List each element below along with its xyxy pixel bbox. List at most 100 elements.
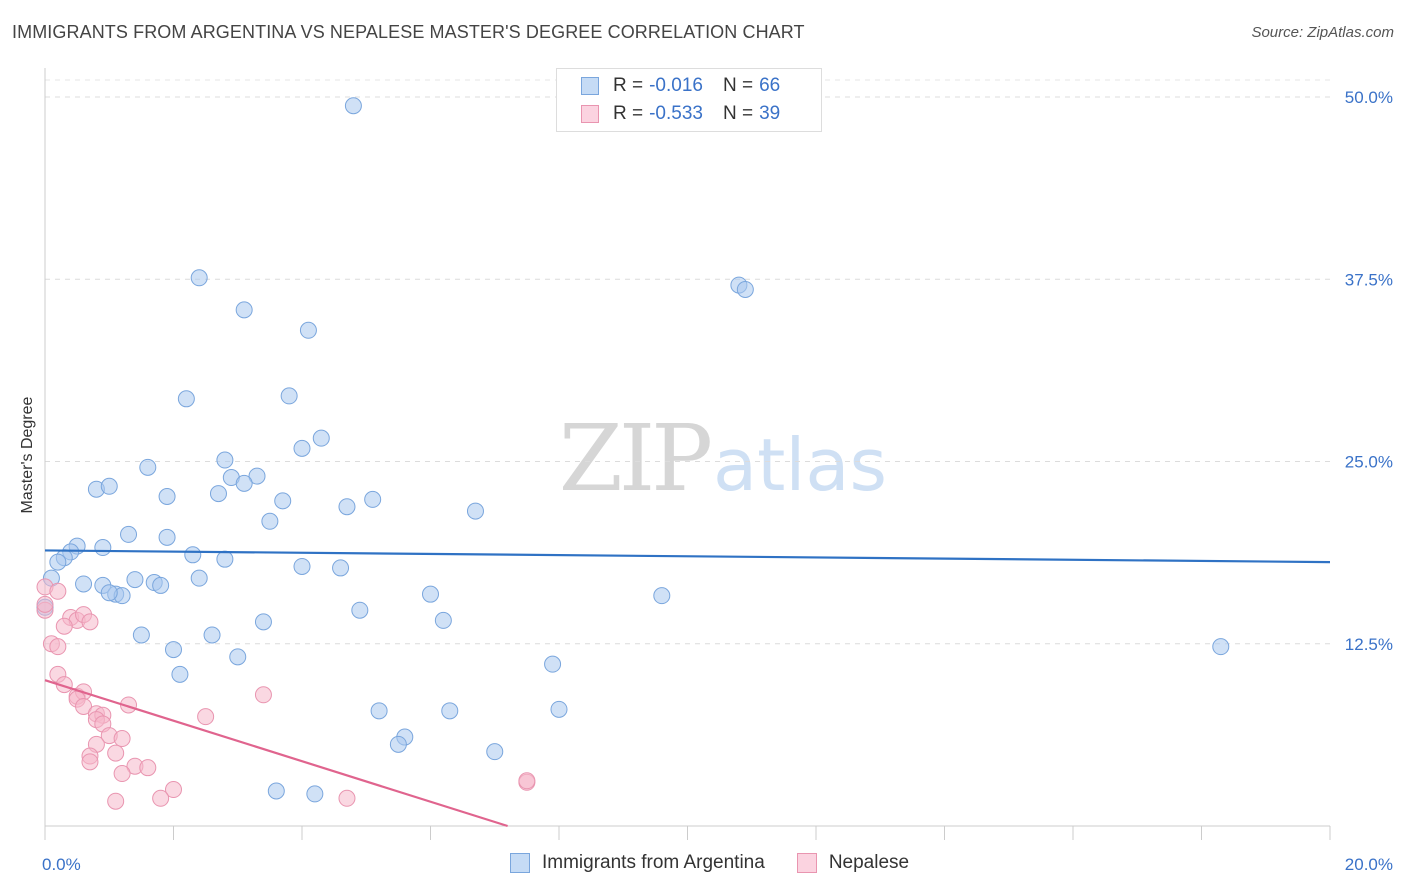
point-argentina xyxy=(49,553,67,571)
point-argentina xyxy=(190,269,208,287)
y-tick-label: 37.5% xyxy=(1345,270,1393,289)
point-argentina xyxy=(152,576,170,594)
stats-legend: R = -0.016 N = 66 R = -0.533 N = 39 xyxy=(556,68,822,132)
legend-label: Nepalese xyxy=(828,852,910,873)
point-argentina xyxy=(370,702,388,720)
r-value: -0.533 xyxy=(649,103,703,124)
stats-row-nepalese: R = -0.533 N = 39 xyxy=(581,101,780,127)
point-nepalese xyxy=(113,765,131,783)
point-nepalese xyxy=(75,697,93,715)
series-legend: Immigrants from Argentina Nepalese xyxy=(510,852,941,874)
point-argentina xyxy=(466,502,484,520)
y-tick-label: 12.5% xyxy=(1345,635,1393,654)
point-argentina xyxy=(422,585,439,603)
r-value: -0.016 xyxy=(649,75,703,96)
gridlines xyxy=(45,79,1330,645)
trend-line-argentina xyxy=(44,549,1331,564)
point-nepalese xyxy=(113,730,131,748)
point-argentina xyxy=(299,321,317,339)
y-tick-label: 25.0% xyxy=(1345,453,1393,472)
point-argentina xyxy=(120,525,138,543)
trend-lines xyxy=(44,549,1331,828)
point-argentina xyxy=(364,490,382,508)
point-argentina xyxy=(177,390,195,408)
point-nepalese xyxy=(139,759,157,777)
point-argentina xyxy=(216,451,234,469)
point-argentina xyxy=(132,626,150,644)
point-argentina xyxy=(293,439,311,457)
point-argentina xyxy=(293,557,311,575)
point-nepalese xyxy=(197,708,215,726)
nepalese-legend-swatch xyxy=(796,853,817,873)
point-argentina xyxy=(736,280,754,298)
point-argentina xyxy=(100,584,118,602)
n-label: N = xyxy=(722,103,754,124)
y-tick-label: 50.0% xyxy=(1345,88,1393,107)
legend-label: Immigrants from Argentina xyxy=(542,852,765,873)
point-argentina xyxy=(344,97,362,115)
point-argentina xyxy=(100,477,118,495)
r-label: R = xyxy=(613,103,644,124)
point-argentina xyxy=(653,587,671,605)
point-nepalese xyxy=(36,595,54,613)
trend-line-nepalese xyxy=(44,679,508,828)
point-nepalese xyxy=(338,789,356,807)
point-argentina xyxy=(306,785,324,803)
point-argentina xyxy=(165,641,182,659)
n-value: 39 xyxy=(759,103,781,124)
point-nepalese xyxy=(107,792,125,810)
source-label: Source: ZipAtlas.com xyxy=(1251,24,1394,41)
point-argentina xyxy=(338,498,356,516)
point-argentina xyxy=(229,648,247,666)
point-nepalese xyxy=(254,686,272,704)
watermark-atlas: atlas xyxy=(713,423,887,507)
y-axis-label: Master's Degree xyxy=(19,396,36,514)
point-nepalese xyxy=(49,582,67,600)
point-argentina xyxy=(486,743,504,761)
r-label: R = xyxy=(613,75,644,96)
x-tick-label: 0.0% xyxy=(42,855,81,874)
point-argentina xyxy=(274,492,292,510)
point-argentina xyxy=(441,702,459,720)
argentina-swatch xyxy=(581,77,599,95)
point-argentina xyxy=(94,539,112,557)
point-argentina xyxy=(544,655,562,673)
point-argentina xyxy=(203,626,221,644)
legend-item-nepalese[interactable]: Nepalese xyxy=(796,852,910,874)
point-argentina xyxy=(312,429,330,447)
point-argentina xyxy=(75,575,93,593)
chart-title: IMMIGRANTS FROM ARGENTINA VS NEPALESE MA… xyxy=(12,22,805,42)
legend-item-argentina[interactable]: Immigrants from Argentina xyxy=(510,852,765,874)
point-argentina xyxy=(267,782,285,800)
argentina-legend-swatch xyxy=(510,853,530,873)
point-nepalese xyxy=(49,638,67,656)
point-argentina xyxy=(126,571,144,589)
point-nepalese xyxy=(165,781,182,799)
point-argentina xyxy=(248,467,266,485)
point-argentina xyxy=(332,559,350,577)
point-argentina xyxy=(351,601,369,619)
data-points xyxy=(36,97,1230,810)
watermark: ZIP atlas xyxy=(559,405,887,512)
x-tick-label: 20.0% xyxy=(1345,855,1393,874)
point-argentina xyxy=(158,487,176,505)
nepalese-swatch xyxy=(581,105,599,123)
point-argentina xyxy=(190,569,208,587)
tick-labels: 12.5% 25.0% 37.5% 50.0% 0.0% 20.0% xyxy=(42,88,1393,874)
stats-row-argentina: R = -0.016 N = 66 xyxy=(581,73,780,99)
point-argentina xyxy=(139,458,157,476)
point-argentina xyxy=(184,546,202,564)
point-argentina xyxy=(280,387,298,405)
point-argentina xyxy=(235,474,253,492)
n-value: 66 xyxy=(759,75,781,96)
axes xyxy=(44,68,1331,840)
point-nepalese xyxy=(55,617,73,635)
point-argentina xyxy=(389,735,407,753)
point-nepalese xyxy=(81,613,99,631)
point-argentina xyxy=(1212,638,1230,656)
watermark-zip: ZIP xyxy=(559,405,710,512)
point-argentina xyxy=(171,665,189,683)
point-nepalese xyxy=(107,744,125,762)
point-nepalese xyxy=(152,789,170,807)
